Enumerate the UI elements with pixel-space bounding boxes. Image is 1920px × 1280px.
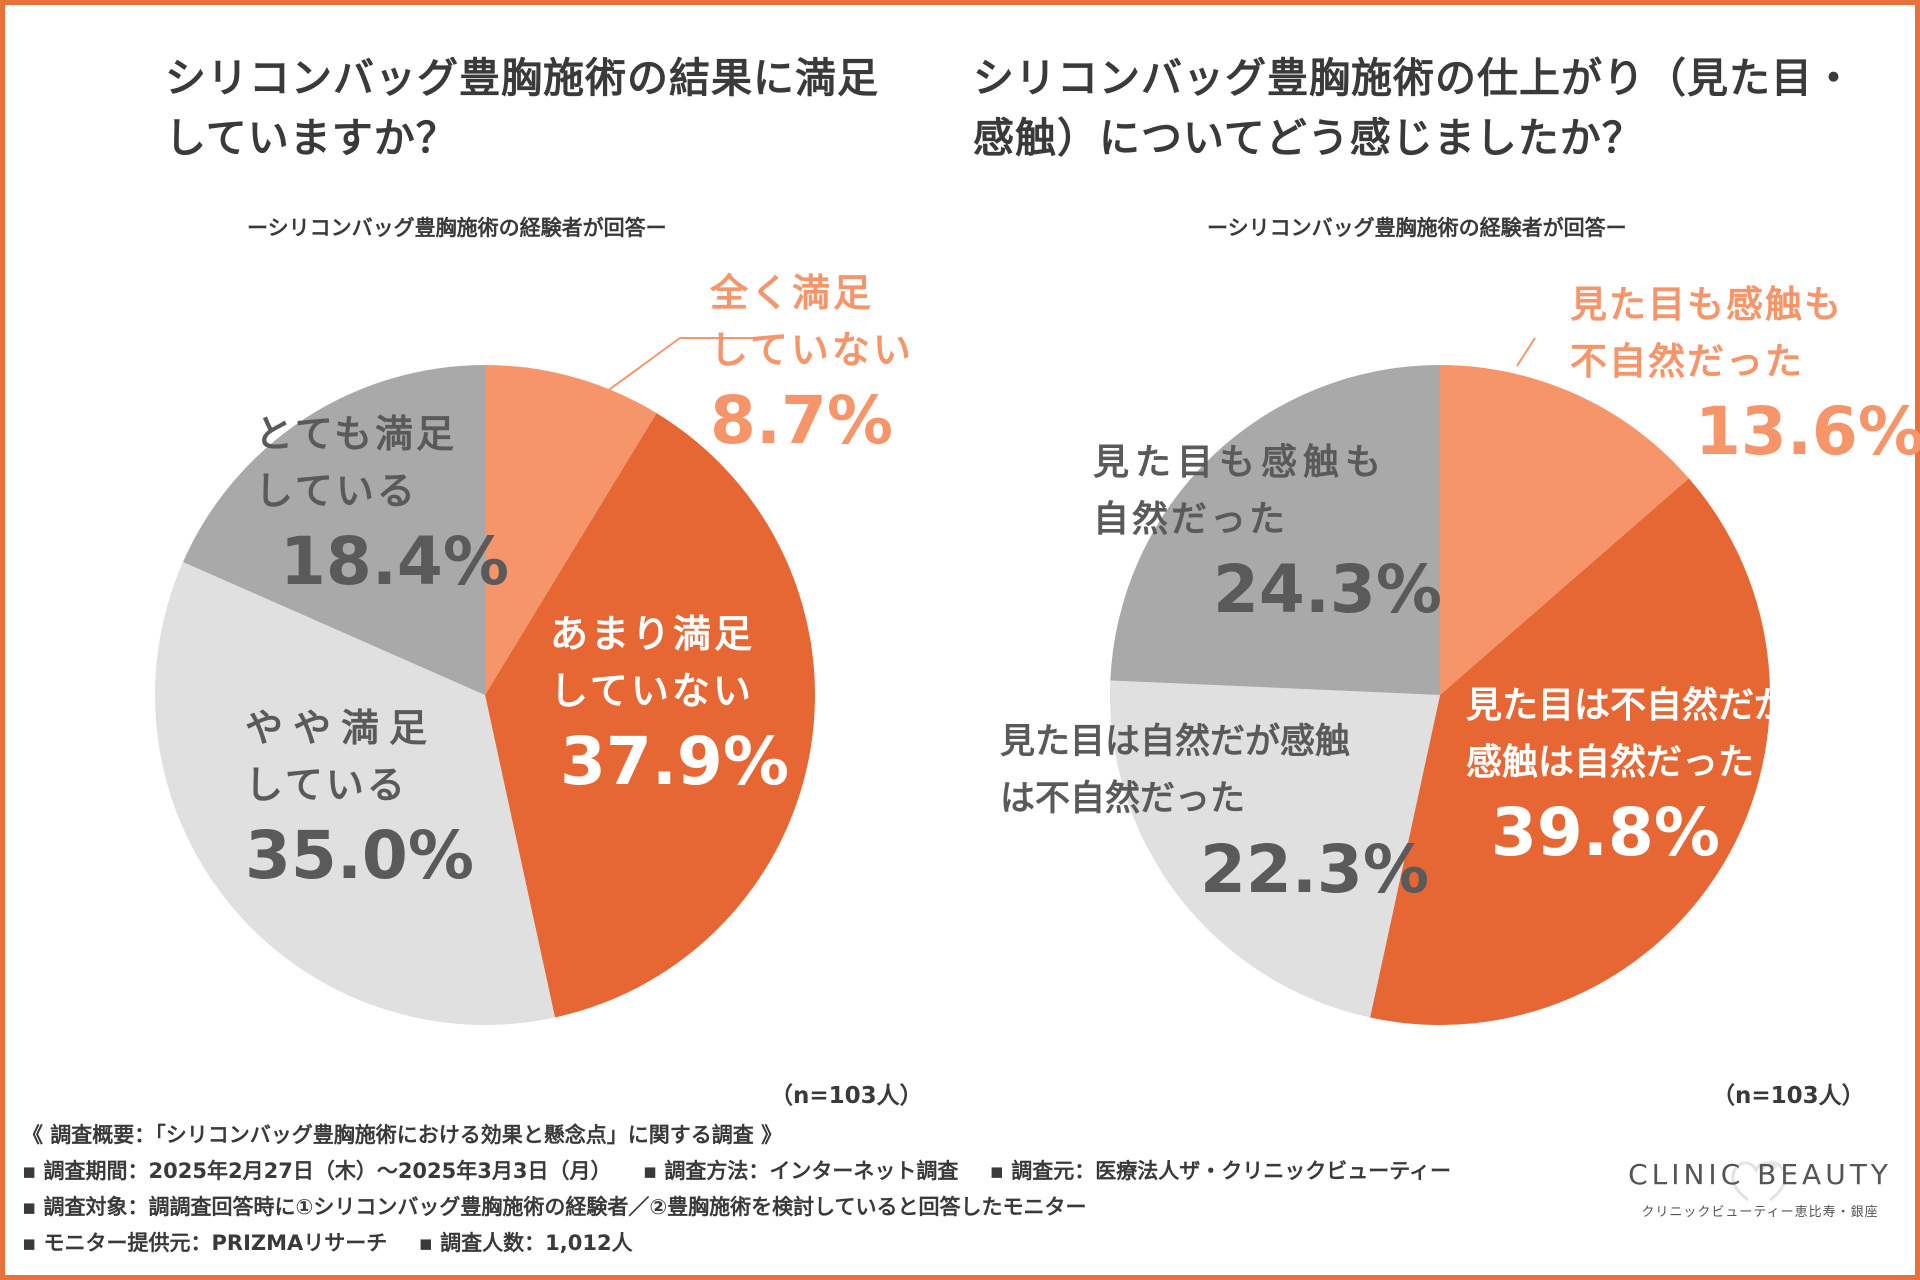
right-slice-3-label-line-2: は不自然だった — [1000, 779, 1246, 819]
left-chart-subtitle: ーシリコンバッグ豊胸施術の経験者が回答ー — [247, 216, 667, 240]
right-chart-title: シリコンバッグ豊胸施術の仕上がり（見た目・ 感触）についてどう感じましたか？ — [973, 48, 1855, 168]
right-pie-slice-3 — [1110, 680, 1440, 1018]
notes-row-2: ▪ 調査期間：2025年2月27日（木）〜2025年3月3日（月） ▪ 調査方法… — [22, 1153, 1451, 1189]
left-slice-1-label-line-1: 全く満足 — [710, 271, 875, 315]
left-title-line-2: していますか？ — [165, 114, 458, 162]
logo-brand: CLINIC BEAUTY — [1628, 1158, 1892, 1191]
right-pie-slice-2 — [1370, 478, 1770, 1025]
right-slice-4-label-line-1: 見た目も感触も — [1093, 442, 1388, 483]
notes-provider: ▪ モニター提供元：PRIZMAリサーチ — [22, 1231, 388, 1255]
right-slice-4-percent: 24.3% — [1213, 551, 1442, 628]
left-slice-2-percent: 37.9% — [560, 723, 789, 800]
right-label-slice-1: 見た目も感触も 不自然だった 13.6% — [1570, 276, 1920, 470]
notes-row-4: ▪ モニター提供元：PRIZMAリサーチ ▪ 調査人数：1,012人 — [22, 1225, 1451, 1261]
left-slice-1-percent: 8.7% — [710, 382, 894, 459]
notes-organizer: ▪ 調査元：医療法人ザ・クリニックビューティー — [989, 1159, 1451, 1183]
notes-method: ▪ 調査方法：インターネット調査 — [642, 1159, 959, 1183]
right-sample-size: （n=103人） — [1712, 1083, 1865, 1109]
left-slice-3-percent: 35.0% — [245, 817, 474, 894]
right-pie-chart — [1110, 337, 1770, 1025]
right-chart-subtitle: ーシリコンバッグ豊胸施術の経験者が回答ー — [1207, 216, 1627, 240]
left-pie-slice-1 — [485, 365, 657, 695]
left-pie-slice-4 — [182, 365, 485, 695]
left-label-slice-4: とても満足 している 18.4% — [255, 406, 509, 600]
right-label-slice-4: 見た目も感触も 自然だった 24.3% — [1093, 434, 1442, 628]
right-slice-2-label-line-1: 見た目は不自然だが — [1466, 685, 1791, 726]
right-slice-2-percent: 39.8% — [1491, 794, 1720, 871]
right-slice-1-label-line-1: 見た目も感触も — [1570, 283, 1843, 326]
right-label-slice-2: 見た目は不自然だが 感触は自然だった 39.8% — [1466, 677, 1790, 871]
left-slice-2-label-line-2: していない — [550, 669, 754, 713]
left-slice-3-label-line-1: やや満足 — [245, 706, 438, 750]
right-pie-slice-1 — [1440, 365, 1689, 695]
right-slice-2-label-line-2: 感触は自然だった — [1466, 742, 1755, 783]
left-slice-3-label-line-2: している — [245, 763, 408, 807]
right-slice-3-percent: 22.3% — [1200, 831, 1429, 908]
left-slice-2-label-line-1: あまり満足 — [550, 612, 756, 656]
left-label-slice-2: あまり満足 していない 37.9% — [550, 606, 789, 800]
left-slice-4-label-line-1: とても満足 — [255, 412, 457, 456]
clinic-beauty-logo: CLINIC BEAUTY クリニックビューティー恵比寿・銀座 — [1610, 1158, 1910, 1220]
left-pie-slice-3 — [154, 562, 555, 1026]
left-label-slice-1: 全く満足 していない 8.7% — [710, 265, 914, 459]
right-slice-1-percent: 13.6% — [1695, 393, 1920, 470]
left-pie-chart — [154, 337, 815, 1026]
left-leader-line — [594, 337, 681, 401]
double-heart-icon — [1731, 1161, 1787, 1202]
right-slice-4-label-line-2: 自然だった — [1093, 499, 1289, 540]
left-label-slice-3: やや満足 している 35.0% — [245, 700, 474, 894]
left-title-line-1: シリコンバッグ豊胸施術の結果に満足 — [165, 54, 879, 102]
left-sample-size: （n=103人） — [770, 1083, 923, 1109]
notes-period: ▪ 調査期間：2025年2月27日（木）〜2025年3月3日（月） — [22, 1159, 612, 1183]
right-slice-3-label-line-1: 見た目は自然だが感触 — [1000, 722, 1351, 762]
right-title-line-1: シリコンバッグ豊胸施術の仕上がり（見た目・ — [973, 54, 1855, 102]
notes-target: ▪ 調査対象：調調査回答時に①シリコンバッグ豊胸施術の経験者／②豊胸施術を検討し… — [22, 1195, 1087, 1219]
left-chart-title: シリコンバッグ豊胸施術の結果に満足 していますか？ — [165, 48, 879, 168]
left-slice-4-percent: 18.4% — [280, 523, 509, 600]
right-leader-line — [1516, 337, 1536, 367]
right-pie-slice-4 — [1110, 365, 1440, 695]
left-pie-slice-2 — [485, 413, 815, 1018]
logo-subtext: クリニックビューティー恵比寿・銀座 — [1641, 1205, 1879, 1220]
notes-overview: 《 調査概要：「シリコンバッグ豊胸施術における効果と懸念点」に関する調査 》 — [22, 1123, 783, 1147]
notes-count: ▪ 調査人数：1,012人 — [418, 1231, 633, 1255]
survey-notes: 《 調査概要：「シリコンバッグ豊胸施術における効果と懸念点」に関する調査 》 ▪… — [22, 1117, 1451, 1261]
right-title-line-2: 感触）についてどう感じましたか？ — [973, 114, 1644, 162]
left-slice-1-label-line-2: していない — [710, 328, 914, 372]
right-label-slice-3: 見た目は自然だが感触 は不自然だった 22.3% — [1000, 714, 1429, 908]
left-slice-4-label-line-2: している — [255, 469, 418, 513]
right-slice-1-label-line-2: 不自然だった — [1570, 340, 1804, 383]
